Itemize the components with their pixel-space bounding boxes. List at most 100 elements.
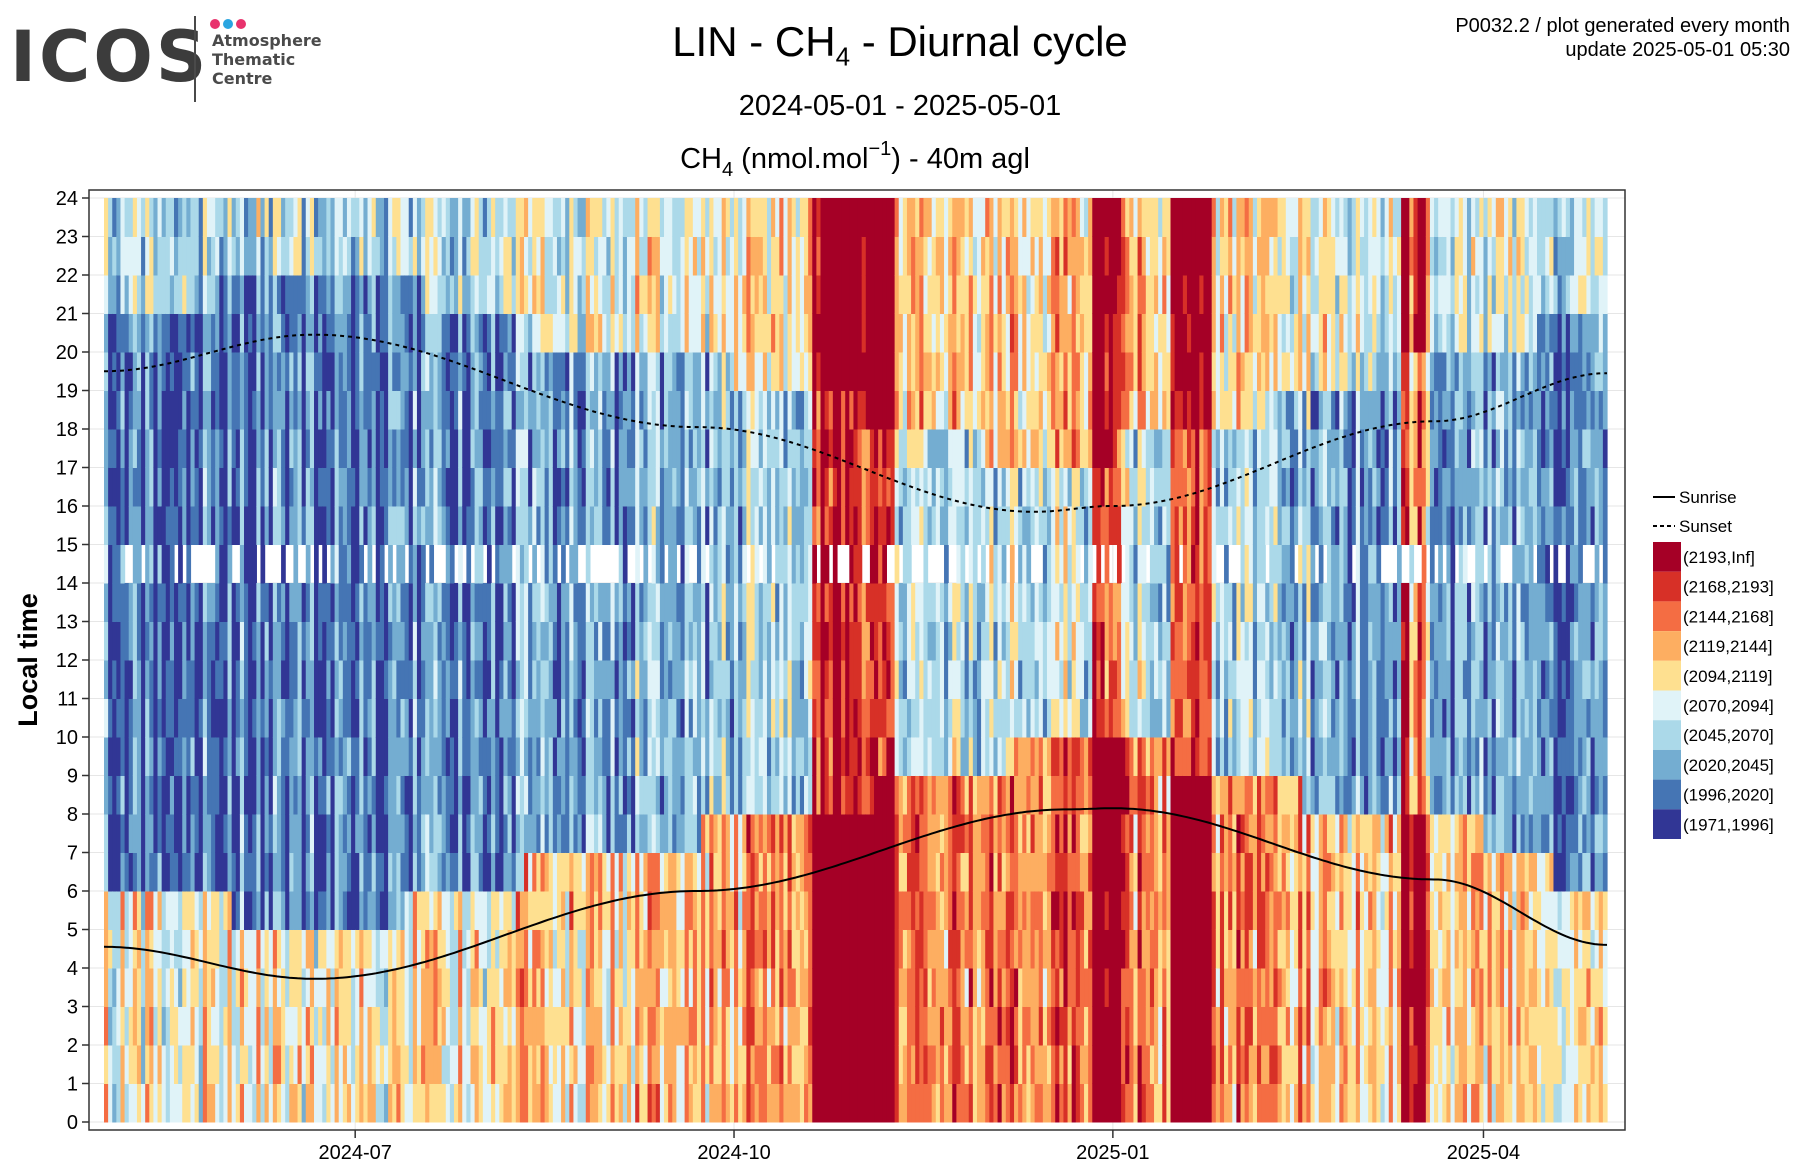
heatmap-cell — [808, 198, 813, 237]
heatmap-cell — [750, 506, 756, 545]
heatmap-cell — [775, 891, 780, 930]
heatmap-cell — [927, 698, 933, 738]
heatmap-cell — [351, 390, 356, 430]
heatmap-cell — [861, 660, 867, 699]
heatmap-cell — [878, 390, 883, 430]
heatmap-cell — [680, 814, 686, 853]
heatmap-cell — [738, 1006, 743, 1046]
heatmap-cell — [474, 814, 480, 853]
heatmap-cell — [832, 929, 838, 969]
heatmap-cell — [902, 891, 908, 930]
heatmap-cell — [556, 467, 562, 507]
heatmap-cell — [960, 429, 966, 468]
heatmap-cell — [190, 814, 196, 853]
heatmap-cell — [668, 198, 673, 237]
heatmap-cell — [330, 1083, 336, 1123]
heatmap-cell — [449, 737, 455, 776]
heatmap-cell — [944, 467, 949, 507]
heatmap-cell — [898, 660, 904, 699]
heatmap-cell — [639, 313, 645, 353]
heatmap-cell — [931, 352, 937, 391]
heatmap-cell — [948, 467, 953, 507]
heatmap-cell — [886, 737, 892, 776]
heatmap-cell — [709, 583, 715, 622]
heatmap-cell — [832, 506, 838, 545]
heatmap-cell — [853, 1006, 859, 1046]
heatmap-cell — [581, 968, 587, 1007]
heatmap-cell — [795, 814, 801, 853]
heatmap-cell — [890, 1045, 896, 1084]
heatmap-cell — [223, 737, 229, 776]
heatmap-cell — [857, 891, 863, 930]
heatmap-cell — [948, 698, 953, 738]
heatmap-cell — [684, 737, 690, 776]
heatmap-cell — [919, 429, 925, 468]
heatmap-cell — [738, 698, 743, 738]
heatmap-cell — [104, 1006, 109, 1046]
heatmap-cell — [865, 891, 871, 930]
heatmap-cell — [923, 583, 929, 622]
heatmap-cell — [762, 198, 768, 237]
heatmap-cell — [384, 929, 389, 969]
heatmap-cell — [672, 506, 677, 545]
heatmap-cell — [503, 814, 509, 853]
heatmap-cell — [495, 698, 500, 738]
heatmap-cell — [239, 814, 245, 853]
heatmap-cell — [865, 698, 871, 738]
heatmap-cell — [898, 775, 904, 815]
heatmap-cell — [264, 852, 270, 892]
heatmap-cell — [734, 1045, 739, 1084]
heatmap-cell — [758, 275, 764, 314]
heatmap-cell — [622, 929, 628, 969]
heatmap-cell — [190, 968, 196, 1007]
heatmap-cell — [799, 467, 805, 507]
heatmap-cell — [165, 891, 171, 930]
heatmap-cell — [379, 660, 385, 699]
heatmap-cell — [602, 352, 607, 391]
heatmap-cell — [305, 775, 311, 815]
heatmap-cell — [334, 583, 340, 622]
heatmap-cell — [355, 352, 360, 391]
heatmap-cell — [474, 737, 480, 776]
heatmap-cell — [264, 814, 270, 853]
heatmap-cell — [375, 660, 381, 699]
heatmap-cell — [466, 1006, 472, 1046]
heatmap-cell — [713, 390, 719, 430]
heatmap-cell — [762, 1083, 768, 1123]
heatmap-cell — [231, 198, 237, 237]
heatmap-cell — [161, 1006, 167, 1046]
heatmap-cell — [886, 583, 892, 622]
heatmap-cell — [285, 737, 290, 776]
heatmap-cell — [808, 467, 813, 507]
heatmap-cell — [614, 737, 620, 776]
heatmap-cell — [400, 583, 406, 622]
heatmap-cell — [511, 390, 517, 430]
heatmap-cell — [359, 275, 365, 314]
heatmap-cell — [169, 929, 175, 969]
heatmap-cell — [869, 198, 875, 237]
heatmap-cell — [462, 814, 467, 853]
heatmap-cell — [244, 236, 249, 276]
heatmap-cell — [548, 544, 554, 584]
heatmap-cell — [272, 852, 278, 892]
heatmap-cell — [108, 968, 113, 1007]
heatmap-cell — [787, 236, 793, 276]
heatmap-cell — [956, 1006, 962, 1046]
heatmap-cell — [799, 737, 805, 776]
heatmap-cell — [849, 968, 855, 1007]
heatmap-cell — [174, 1006, 179, 1046]
heatmap-cell — [565, 467, 570, 507]
heatmap-cell — [651, 1083, 657, 1123]
heatmap-cell — [334, 352, 340, 391]
heatmap-cell — [791, 544, 797, 584]
heatmap-cell — [194, 198, 200, 237]
heatmap-cell — [939, 198, 945, 237]
heatmap-cell — [235, 236, 241, 276]
heatmap-cell — [120, 198, 126, 237]
heatmap-cell — [939, 968, 945, 1007]
heatmap-cell — [441, 1006, 447, 1046]
heatmap-cell — [429, 390, 435, 430]
heatmap-cell — [136, 698, 142, 738]
heatmap-cell — [499, 1045, 505, 1084]
heatmap-cell — [952, 737, 957, 776]
